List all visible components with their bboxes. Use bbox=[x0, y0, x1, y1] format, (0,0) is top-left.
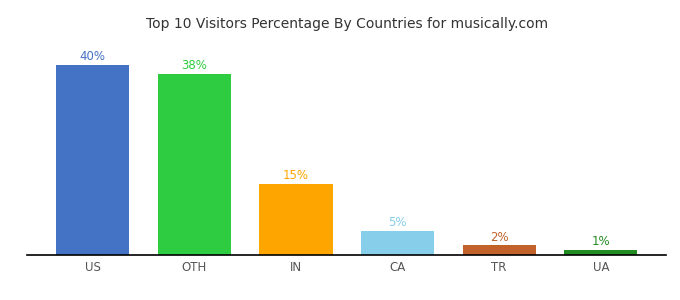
Bar bbox=[462, 245, 536, 255]
Text: 38%: 38% bbox=[182, 59, 207, 72]
Text: 2%: 2% bbox=[490, 231, 509, 244]
Bar bbox=[260, 184, 333, 255]
Bar bbox=[158, 74, 231, 255]
Bar bbox=[564, 250, 637, 255]
Text: 1%: 1% bbox=[592, 235, 610, 248]
Text: 40%: 40% bbox=[80, 50, 106, 63]
Title: Top 10 Visitors Percentage By Countries for musically.com: Top 10 Visitors Percentage By Countries … bbox=[146, 17, 548, 31]
Bar bbox=[361, 231, 434, 255]
Bar bbox=[56, 64, 129, 255]
Text: 15%: 15% bbox=[283, 169, 309, 182]
Text: 5%: 5% bbox=[388, 216, 407, 229]
